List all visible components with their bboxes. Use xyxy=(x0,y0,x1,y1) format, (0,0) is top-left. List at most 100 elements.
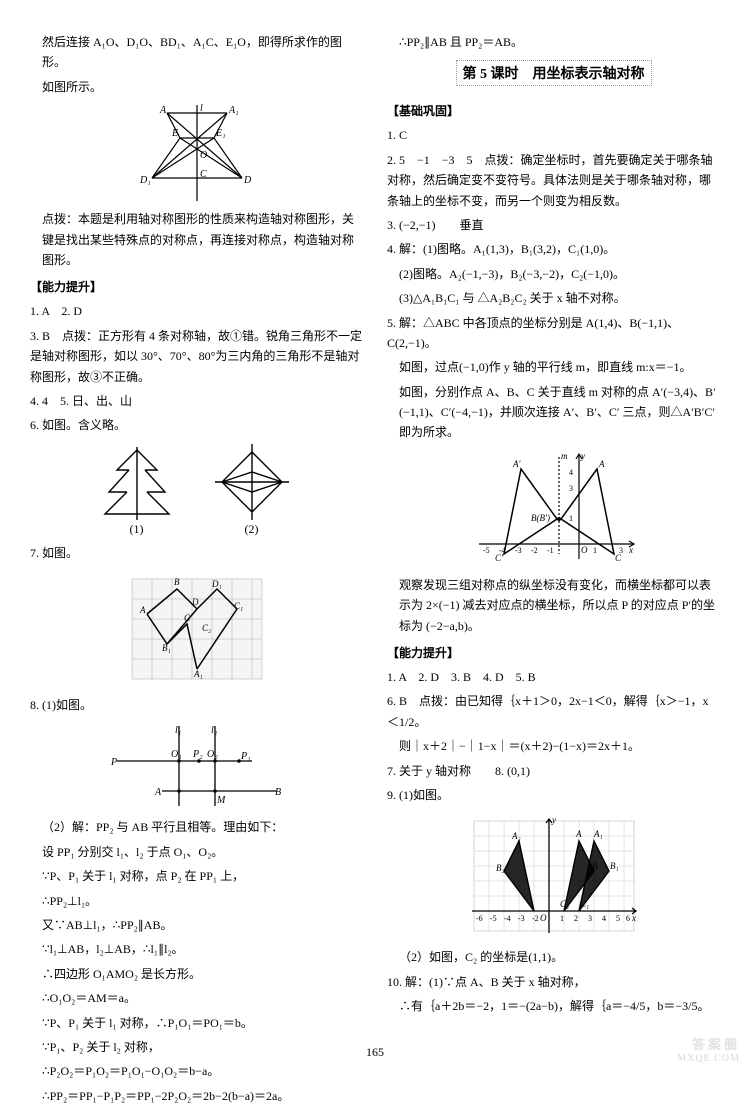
svg-text:O₁: O₁ xyxy=(171,749,182,760)
svg-text:C: C xyxy=(184,613,191,623)
r-a10a: 10. 解：(1)∵点 A、B 关于 x 轴对称， xyxy=(387,972,720,992)
left-l7: 7. 如图。 xyxy=(30,543,363,563)
r-b4a: 4. 解：(1)图略。A₁(1,3)，B₁(3,2)，C₁(1,0)。 xyxy=(387,239,720,259)
fig6-label-2: (2) xyxy=(207,522,297,537)
basic-title: 【基础巩固】 xyxy=(387,102,720,119)
figure-q6: (1) (2) xyxy=(30,442,363,537)
svg-text:D₁: D₁ xyxy=(139,175,151,186)
l8-2l: ∴PP₂＝PP₁−P₁P₂＝PP₁−2P₂O₂＝2b−2(b−a)＝2a。 xyxy=(30,1086,363,1106)
svg-text:1: 1 xyxy=(560,914,564,923)
svg-text:5: 5 xyxy=(616,914,620,923)
r-a9b: （2）如图，C₂ 的坐标是(1,1)。 xyxy=(387,947,720,967)
svg-text:-3: -3 xyxy=(515,546,522,555)
right-top: ∴PP₂∥AB 且 PP₂＝AB。 xyxy=(387,32,720,52)
l8-2e: 又∵AB⊥l₁，∴PP₂∥AB。 xyxy=(30,915,363,935)
l8-2d: ∴PP₂⊥l₁。 xyxy=(30,891,363,911)
svg-text:3: 3 xyxy=(619,546,623,555)
svg-text:B: B xyxy=(592,861,598,871)
dianbo: 点拨：本题是利用轴对称图形的性质来构造轴对称图形，关键是找出某些特殊点的对称点，… xyxy=(30,209,363,270)
r-a10b: ∴有｛a＋2b＝−2，1＝−(2a−b)，解得｛a＝−4/5，b＝−3/5。 xyxy=(387,996,720,1016)
svg-text:B: B xyxy=(275,787,281,798)
r-b3: 3. (−2,−1) 垂直 xyxy=(387,215,720,235)
svg-text:A: A xyxy=(598,459,605,469)
svg-text:m: m xyxy=(561,451,568,461)
svg-text:-2: -2 xyxy=(532,914,539,923)
r-b5a: 5. 解：△ABC 中各顶点的坐标分别是 A(1,4)、B(−1,1)、C(2,… xyxy=(387,313,720,354)
l8-2c: ∵P、P₁ 关于 l₁ 对称，点 P₂ 在 PP₁ 上， xyxy=(30,866,363,886)
svg-text:D: D xyxy=(243,175,252,186)
svg-text:A₁: A₁ xyxy=(228,105,239,116)
svg-text:B₁: B₁ xyxy=(162,643,171,653)
svg-text:M: M xyxy=(216,795,226,806)
svg-text:y: y xyxy=(551,815,556,825)
r-b5b: 如图，过点(−1,0)作 y 轴的平行线 m，即直线 m:x＝−1。 xyxy=(387,357,720,377)
svg-text:O₂: O₂ xyxy=(207,749,218,760)
svg-text:A₁: A₁ xyxy=(593,829,603,839)
svg-text:A: A xyxy=(154,787,162,798)
figure-r5: my A′A B(B′) C′C Ox -5-4-3 -2-1 13 134 xyxy=(387,449,720,569)
l8-2i: ∵P、P₁ 关于 l₁ 对称，∴P₁O₁＝PO₁＝b。 xyxy=(30,1013,363,1033)
svg-text:C₁: C₁ xyxy=(580,899,589,909)
svg-text:-5: -5 xyxy=(490,914,497,923)
watermark-line-2: MXQE.COM xyxy=(677,1053,740,1064)
r-a6b: 则｜x＋2｜−｜1−x｜＝(x＋2)−(1−x)＝2x＋1。 xyxy=(387,736,720,756)
svg-text:1: 1 xyxy=(593,546,597,555)
svg-text:A: A xyxy=(575,829,582,839)
svg-text:-4: -4 xyxy=(499,546,506,555)
right-column: ∴PP₂∥AB 且 PP₂＝AB。 第 5 课时 用坐标表示轴对称 【基础巩固】… xyxy=(387,30,720,1030)
svg-text:P₁: P₁ xyxy=(240,751,251,762)
r-b5c: 如图，分别作点 A、B、C 关于直线 m 对称的点 A′(−3,4)、B′(−1… xyxy=(387,382,720,443)
svg-text:A: A xyxy=(159,105,167,116)
svg-text:B₂: B₂ xyxy=(496,863,505,873)
svg-text:l₁: l₁ xyxy=(175,725,181,736)
svg-text:-1: -1 xyxy=(547,546,554,555)
l8-2a: （2）解：PP₂ 与 AB 平行且相等。理由如下： xyxy=(30,817,363,837)
ability-title-left: 【能力提升】 xyxy=(30,278,363,295)
watermark-line-1: 答案圈 xyxy=(677,1034,740,1053)
svg-text:B(B′): B(B′) xyxy=(531,513,550,523)
svg-text:O: O xyxy=(581,545,588,555)
r-a9: 9. (1)如图。 xyxy=(387,785,720,805)
lesson-title: 第 5 课时 用坐标表示轴对称 xyxy=(456,60,652,86)
left-l4: 4. 4 5. 日、出、山 xyxy=(30,391,363,411)
l8-2h: ∴O₁O₂＝AM＝a。 xyxy=(30,988,363,1008)
svg-text:P₂: P₂ xyxy=(192,749,203,760)
page-number: 165 xyxy=(0,1045,750,1060)
watermark: 答案圈 MXQE.COM xyxy=(677,1034,740,1064)
svg-text:-2: -2 xyxy=(531,546,538,555)
l8-2k: ∴P₂O₂＝P₁O₂＝P₁O₁−O₁O₂＝b−a。 xyxy=(30,1061,363,1081)
r-a7: 7. 关于 y 轴对称 8. (0,1) xyxy=(387,761,720,781)
svg-text:3: 3 xyxy=(588,914,592,923)
svg-text:E₁: E₁ xyxy=(215,128,226,139)
svg-text:A′: A′ xyxy=(512,459,521,469)
left-column: 然后连接 A₁O、D₁O、BD₁、A₁C、E₁O，即得所求作的图形。 如图所示。 xyxy=(30,30,363,1030)
intro-line-2: 如图所示。 xyxy=(30,77,363,97)
svg-text:x: x xyxy=(631,913,636,923)
svg-text:A₁: A₁ xyxy=(193,669,203,679)
svg-text:D₁: D₁ xyxy=(211,579,222,589)
r-b4c: (3)△A₁B₁C₁ 与 △A₂B₂C₂ 关于 x 轴不对称。 xyxy=(387,288,720,308)
l8-2g: ∴四边形 O₁AMO₂ 是长方形。 xyxy=(30,964,363,984)
svg-text:C₂: C₂ xyxy=(560,899,569,909)
svg-text:6: 6 xyxy=(626,914,630,923)
svg-text:l: l xyxy=(200,103,203,114)
svg-text:-4: -4 xyxy=(504,914,511,923)
left-l6: 6. 如图。含义略。 xyxy=(30,415,363,435)
svg-text:-6: -6 xyxy=(476,914,483,923)
intro-line-1: 然后连接 A₁O、D₁O、BD₁、A₁C、E₁O，即得所求作的图形。 xyxy=(30,32,363,73)
r-b2: 2. 5 −1 −3 5 点拨：确定坐标时，首先要确定关于哪条轴对称，然后确定变… xyxy=(387,150,720,211)
svg-text:-5: -5 xyxy=(483,546,490,555)
svg-text:A₂: A₂ xyxy=(511,831,521,841)
figure-q8: l₁l₂ PO₁ P₂O₂ P₁ AMB xyxy=(30,721,363,811)
r-a6a: 6. B 点拨：由已知得｛x＋1＞0，2x−1＜0，解得｛x＞−1，x＜1/2。 xyxy=(387,691,720,732)
svg-text:A: A xyxy=(139,605,146,615)
left-l3: 3. B 点拨：正方形有 4 条对称轴，故①错。锐角三角形不一定是轴对称图形，如… xyxy=(30,326,363,387)
svg-text:B₁: B₁ xyxy=(610,861,619,871)
svg-text:O: O xyxy=(540,913,547,923)
svg-text:y: y xyxy=(580,451,585,461)
figure-top-star: AlA₁ EE₁ O C D₁D xyxy=(30,103,363,203)
fig6-label-1: (1) xyxy=(97,522,177,537)
r-a1: 1. A 2. D 3. B 4. D 5. B xyxy=(387,667,720,687)
svg-text:C₁: C₁ xyxy=(234,601,243,611)
svg-text:B: B xyxy=(174,577,180,587)
